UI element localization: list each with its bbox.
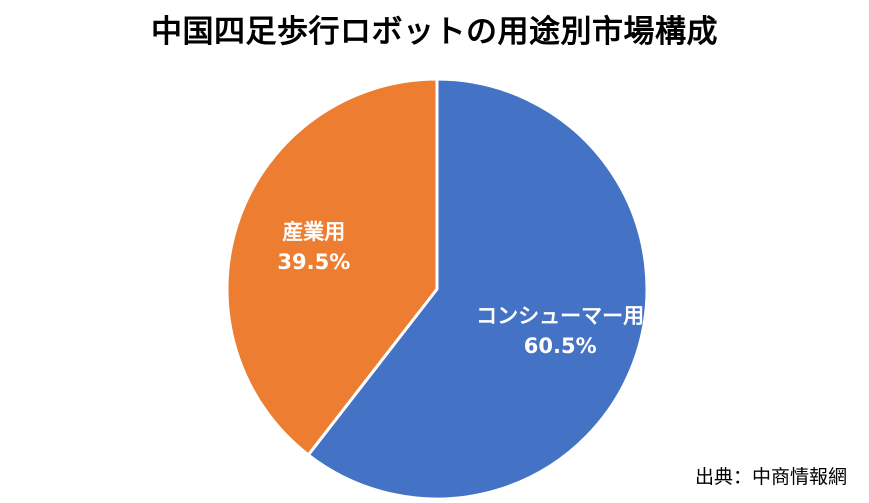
slice-value-label: 39.5% bbox=[277, 250, 350, 274]
pie-labels: コンシューマー用 60.5% 産業用 39.5% bbox=[277, 220, 644, 358]
pie-slice-2 bbox=[225, 77, 439, 457]
slice-category-label: コンシューマー用 bbox=[476, 304, 644, 328]
chart-title: 中国四足歩行ロボットの用途別市場構成 bbox=[151, 14, 718, 50]
slice-value-label: 60.5% bbox=[524, 334, 597, 358]
pie-slice-1 bbox=[306, 77, 649, 501]
source-note: 出典：中商情報網 bbox=[694, 466, 847, 488]
pie-slices bbox=[225, 77, 649, 501]
slice-category-label: 産業用 bbox=[282, 220, 345, 244]
